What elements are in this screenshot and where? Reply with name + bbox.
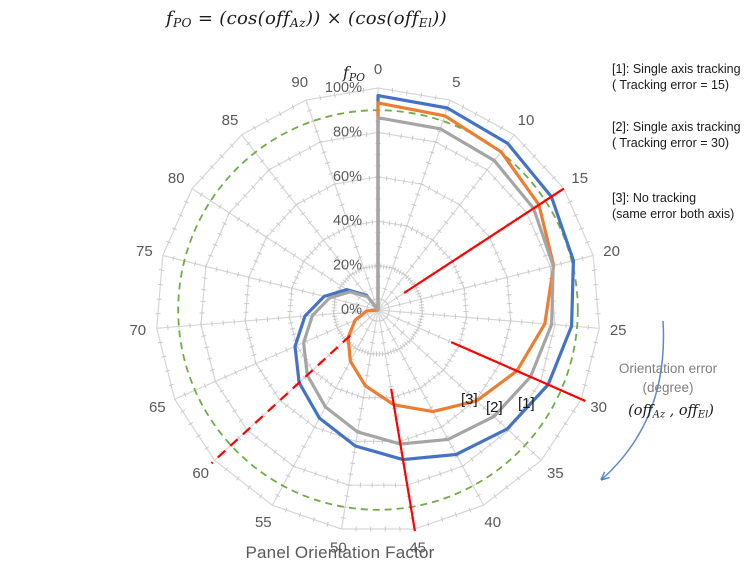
orientation-error-line2: (degree) bbox=[642, 380, 694, 395]
formula-token: Az bbox=[652, 409, 666, 421]
formula-token: )) × ( bbox=[305, 8, 356, 29]
legend-entry-2-line1: [2]: Single axis tracking bbox=[612, 120, 741, 134]
category-label-40: 40 bbox=[484, 514, 501, 531]
category-label-5: 5 bbox=[452, 74, 460, 91]
chart-title: Panel Orientation Factor bbox=[245, 543, 435, 562]
category-label-65: 65 bbox=[149, 399, 166, 416]
category-label-75: 75 bbox=[136, 243, 153, 260]
figure-formula-title: fPO = (cos(offAz)) × (cos(offEl)) bbox=[166, 8, 447, 30]
series-label-2: [2] bbox=[486, 399, 503, 416]
formula-token: cos bbox=[226, 8, 258, 29]
category-label-50: 50 bbox=[330, 540, 347, 557]
legend-entry-1-line2: ( Tracking error = 15) bbox=[612, 77, 730, 92]
formula-token: , bbox=[665, 403, 679, 419]
legend-entry-3-line2: (same error both axis) bbox=[612, 206, 735, 221]
category-label-90: 90 bbox=[291, 74, 308, 91]
category-label-15: 15 bbox=[571, 170, 588, 187]
series-[3] bbox=[346, 101, 556, 414]
legend-entry-2: [2]: Single axis tracking ( Tracking err… bbox=[612, 120, 752, 151]
formula-token: PO bbox=[348, 70, 366, 84]
legend-entry-1: [1]: Single axis tracking ( Tracking err… bbox=[612, 62, 752, 93]
category-labels: 0 5 10 15 20 25 30 35 40 45 50 55 60 65 70 75 80 85 90 bbox=[129, 61, 626, 557]
series-[1] bbox=[293, 93, 576, 462]
red-marker-60 bbox=[210, 334, 351, 465]
radial-axis-labels: 0% 20% 40% 60% 80% 100% bbox=[325, 80, 362, 318]
category-label-30: 30 bbox=[590, 399, 607, 416]
series-label-3: [3] bbox=[461, 391, 478, 408]
orientation-error-annotation: Orientation error (degree) bbox=[600, 359, 736, 397]
category-label-85: 85 bbox=[222, 112, 239, 129]
offsets-formula: (offAz , offEl) bbox=[606, 403, 736, 420]
radial-label-100%: 100% bbox=[325, 80, 362, 96]
formula-token: ( bbox=[628, 403, 634, 419]
formula-token: ( bbox=[257, 8, 265, 29]
formula-token: El bbox=[418, 16, 433, 31]
red-marker-45 bbox=[390, 388, 416, 532]
red-marker-30 bbox=[450, 341, 586, 402]
formula-token: El bbox=[697, 409, 709, 421]
formula-token: off bbox=[678, 403, 698, 419]
radial-label-80%: 80% bbox=[333, 124, 362, 140]
formula-token: off bbox=[633, 403, 653, 419]
formula-token: f bbox=[166, 8, 173, 29]
formula-token: off bbox=[264, 8, 291, 29]
red-marker-15 bbox=[403, 187, 565, 294]
category-label-35: 35 bbox=[547, 465, 564, 482]
red-marker-lines bbox=[210, 187, 586, 532]
formula-token: = ( bbox=[191, 8, 227, 29]
radial-label-20%: 20% bbox=[333, 258, 362, 274]
legend-entry-2-line2: ( Tracking error = 30) bbox=[612, 135, 730, 150]
category-label-45: 45 bbox=[409, 540, 426, 557]
category-label-0: 0 bbox=[374, 61, 382, 78]
formula-token: PO bbox=[172, 16, 192, 31]
category-label-55: 55 bbox=[255, 514, 272, 531]
formula-token: f bbox=[342, 63, 349, 82]
legend-entry-3-line1: [3]: No tracking bbox=[612, 191, 697, 205]
formula-token: ) bbox=[708, 403, 714, 419]
formula-token: cos bbox=[355, 8, 387, 29]
orientation-error-line1: Orientation error bbox=[618, 361, 718, 376]
formula-token: )) bbox=[432, 8, 447, 29]
category-label-25: 25 bbox=[610, 322, 627, 339]
radial-axis-title: fPO bbox=[336, 63, 372, 84]
category-label-20: 20 bbox=[603, 243, 620, 260]
formula-token: ( bbox=[386, 8, 394, 29]
series-label-1: [1] bbox=[518, 395, 535, 412]
category-label-60: 60 bbox=[192, 465, 209, 482]
legend-entry-3: [3]: No tracking (same error both axis) bbox=[612, 191, 752, 222]
category-label-70: 70 bbox=[129, 322, 146, 339]
legend-entry-1-line1: [1]: Single axis tracking bbox=[612, 62, 741, 76]
radial-label-60%: 60% bbox=[333, 169, 362, 185]
category-label-80: 80 bbox=[168, 170, 185, 187]
formula-token: Az bbox=[290, 16, 306, 31]
radial-label-0%: 0% bbox=[341, 302, 362, 318]
category-label-10: 10 bbox=[518, 112, 535, 129]
formula-token: off bbox=[393, 8, 419, 29]
radial-label-40%: 40% bbox=[333, 213, 362, 229]
series-[2] bbox=[301, 116, 555, 446]
